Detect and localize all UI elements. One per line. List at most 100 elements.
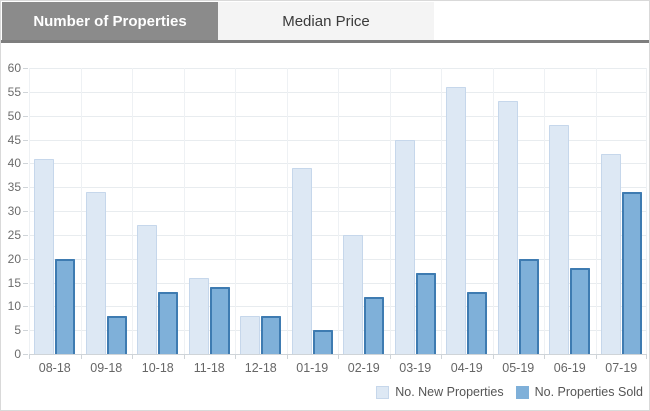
legend: No. New Properties No. Properties Sold bbox=[376, 385, 643, 399]
tab-median-price[interactable]: Median Price bbox=[218, 2, 434, 40]
legend-label: No. Properties Sold bbox=[534, 385, 643, 399]
bar-new-properties bbox=[85, 191, 106, 354]
bar-group bbox=[132, 68, 184, 354]
y-axis-label: 35 bbox=[7, 180, 21, 195]
vertical-gridline bbox=[544, 68, 545, 354]
x-axis-tick bbox=[132, 355, 133, 359]
x-axis-tick bbox=[286, 355, 288, 359]
plot-area bbox=[29, 68, 647, 355]
y-axis-tick bbox=[23, 306, 28, 308]
y-axis-label: 5 bbox=[14, 323, 21, 338]
y-axis-tick bbox=[23, 163, 28, 165]
x-axis-label: 08-18 bbox=[38, 361, 71, 375]
y-axis-label: 40 bbox=[7, 156, 21, 171]
vertical-gridline bbox=[338, 68, 339, 354]
vertical-gridline bbox=[183, 68, 185, 354]
bar-properties-sold bbox=[55, 258, 76, 354]
bar-new-properties bbox=[446, 87, 467, 354]
bar-new-properties bbox=[291, 168, 312, 354]
x-axis-label: 05-19 bbox=[502, 361, 535, 375]
bar-new-properties bbox=[188, 277, 209, 354]
x-axis-label: 09-18 bbox=[90, 361, 123, 375]
y-axis-label: 60 bbox=[7, 61, 21, 75]
y-axis-tick bbox=[23, 187, 28, 189]
vertical-gridline bbox=[29, 68, 30, 354]
x-axis-tick bbox=[235, 355, 236, 359]
y-axis-tick bbox=[23, 234, 28, 236]
x-axis-label: 04-19 bbox=[450, 361, 483, 375]
bar-new-properties bbox=[394, 139, 415, 354]
x-axis-label: 06-19 bbox=[553, 361, 586, 375]
x-axis-tick bbox=[544, 355, 545, 359]
bar-group bbox=[81, 68, 133, 354]
legend-item-new-properties[interactable]: No. New Properties bbox=[376, 385, 504, 399]
bar-group bbox=[287, 68, 339, 354]
bar-group bbox=[29, 68, 81, 354]
y-axis-tick bbox=[23, 258, 28, 260]
y-axis-tick bbox=[23, 354, 28, 355]
vertical-gridline bbox=[80, 68, 82, 354]
x-axis-tick bbox=[29, 355, 30, 359]
bar-properties-sold bbox=[312, 330, 333, 354]
x-axis-tick bbox=[441, 355, 442, 359]
x-axis-label: 12-18 bbox=[244, 361, 277, 375]
y-axis-label: 20 bbox=[7, 251, 21, 266]
bar-properties-sold bbox=[415, 272, 436, 354]
vertical-gridline bbox=[492, 68, 494, 354]
bar-properties-sold bbox=[570, 268, 591, 354]
bar-properties-sold bbox=[621, 191, 642, 354]
bar-group bbox=[441, 68, 493, 354]
bar-properties-sold bbox=[518, 258, 539, 354]
x-axis-label: 01-19 bbox=[296, 361, 329, 375]
x-axis-label: 07-19 bbox=[605, 361, 638, 375]
bar-properties-sold bbox=[209, 287, 230, 354]
x-axis-tick bbox=[646, 355, 647, 359]
y-axis-label: 10 bbox=[7, 299, 21, 314]
bar-properties-sold bbox=[106, 315, 127, 354]
bar-new-properties bbox=[240, 315, 261, 354]
x-axis-label: 03-19 bbox=[399, 361, 432, 375]
x-axis-label: 02-19 bbox=[347, 361, 380, 375]
y-axis-tick bbox=[23, 91, 28, 93]
tab-underline bbox=[1, 40, 649, 43]
bar-new-properties bbox=[343, 234, 364, 354]
bar-properties-sold bbox=[158, 292, 179, 354]
vertical-gridline bbox=[132, 68, 133, 354]
legend-swatch-icon bbox=[515, 385, 529, 399]
y-axis-tick bbox=[23, 211, 28, 212]
bar-new-properties bbox=[549, 125, 570, 354]
legend-item-properties-sold[interactable]: No. Properties Sold bbox=[515, 385, 643, 399]
bar-new-properties bbox=[34, 158, 55, 354]
y-axis-label: 0 bbox=[14, 347, 21, 361]
x-axis-label: 11-18 bbox=[193, 361, 225, 375]
bar-properties-sold bbox=[364, 296, 385, 354]
vertical-gridline bbox=[646, 68, 647, 354]
bar-properties-sold bbox=[467, 292, 488, 354]
x-axis-tick bbox=[389, 355, 391, 359]
vertical-gridline bbox=[389, 68, 391, 354]
y-axis-label: 15 bbox=[7, 275, 21, 290]
y-axis-tick bbox=[23, 330, 28, 332]
y-axis-tick bbox=[23, 115, 28, 117]
x-axis-label: 10-18 bbox=[141, 361, 174, 375]
bar-new-properties bbox=[497, 101, 518, 354]
y-axis-tick bbox=[23, 68, 28, 69]
tab-number-of-properties[interactable]: Number of Properties bbox=[2, 2, 218, 40]
y-axis-label: 30 bbox=[7, 204, 21, 218]
bar-group bbox=[596, 68, 648, 354]
x-axis-tick bbox=[492, 355, 494, 359]
y-axis-label: 45 bbox=[7, 132, 21, 147]
vertical-gridline bbox=[235, 68, 236, 354]
legend-swatch-icon bbox=[376, 385, 390, 399]
bar-properties-sold bbox=[261, 315, 282, 354]
y-axis-label: 25 bbox=[7, 227, 21, 242]
x-axis-tick bbox=[595, 355, 597, 359]
bar-group bbox=[390, 68, 442, 354]
x-axis-tick bbox=[338, 355, 339, 359]
bar-group bbox=[544, 68, 596, 354]
vertical-gridline bbox=[441, 68, 442, 354]
bar-new-properties bbox=[600, 153, 621, 354]
bar-group bbox=[184, 68, 236, 354]
bar-group bbox=[235, 68, 287, 354]
